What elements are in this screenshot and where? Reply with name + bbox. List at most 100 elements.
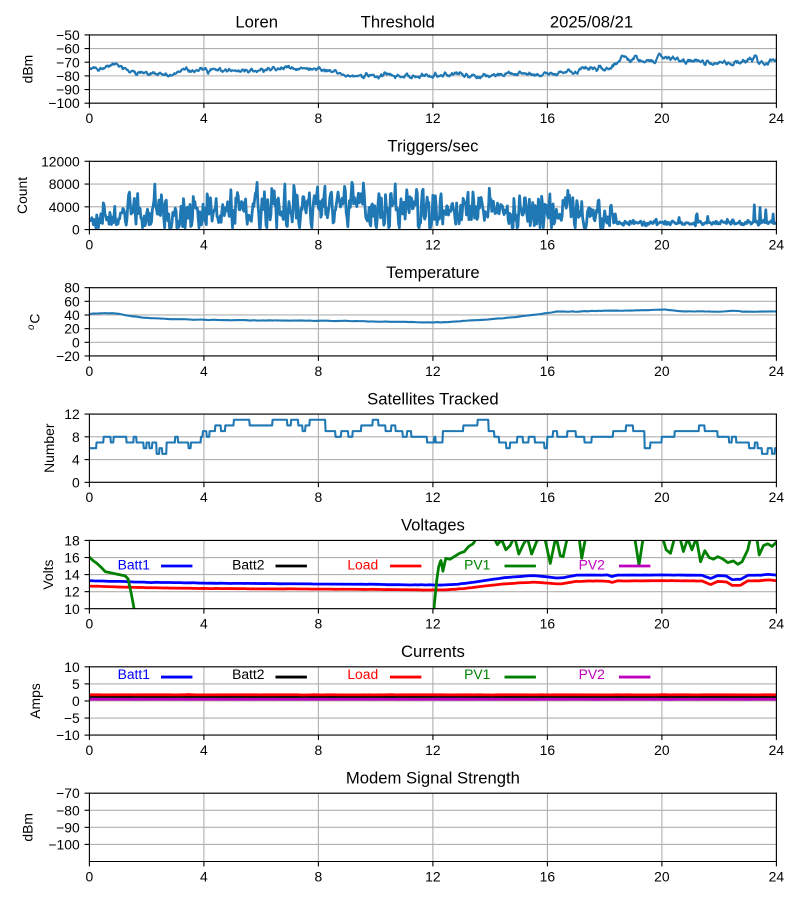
- svg-text:20: 20: [654, 363, 670, 379]
- svg-text:Batt1: Batt1: [118, 666, 151, 682]
- svg-text:−90: −90: [56, 819, 80, 835]
- svg-text:PV2: PV2: [579, 557, 606, 573]
- svg-text:PV1: PV1: [464, 666, 491, 682]
- svg-text:24: 24: [769, 110, 785, 126]
- svg-text:24: 24: [769, 489, 785, 505]
- svg-text:0: 0: [86, 616, 94, 632]
- svg-text:4: 4: [200, 742, 208, 758]
- svg-text:2025/08/21: 2025/08/21: [550, 12, 633, 31]
- svg-text:−80: −80: [56, 68, 80, 84]
- svg-text:40: 40: [64, 307, 80, 323]
- svg-text:0: 0: [72, 334, 80, 350]
- svg-text:12: 12: [64, 584, 80, 600]
- svg-text:Modem Signal Strength: Modem Signal Strength: [346, 768, 520, 787]
- svg-text:12: 12: [425, 868, 441, 884]
- svg-text:Load: Load: [347, 557, 378, 573]
- svg-text:5: 5: [72, 676, 80, 692]
- svg-text:−70: −70: [56, 54, 80, 70]
- svg-text:−80: −80: [56, 802, 80, 818]
- svg-text:24: 24: [769, 868, 785, 884]
- svg-text:16: 16: [540, 868, 556, 884]
- svg-text:8: 8: [315, 742, 323, 758]
- svg-text:8: 8: [315, 489, 323, 505]
- svg-text:dBm: dBm: [19, 55, 35, 84]
- svg-text:18: 18: [64, 532, 80, 548]
- svg-text:12: 12: [425, 236, 441, 252]
- svg-text:0: 0: [86, 489, 94, 505]
- svg-text:24: 24: [769, 236, 785, 252]
- svg-text:Loren: Loren: [235, 12, 278, 31]
- svg-text:−50: −50: [56, 27, 80, 43]
- svg-text:12: 12: [64, 406, 80, 422]
- svg-text:20: 20: [64, 321, 80, 337]
- svg-text:Load: Load: [347, 666, 378, 682]
- svg-text:Threshold: Threshold: [361, 12, 435, 31]
- svg-text:Batt1: Batt1: [118, 557, 151, 573]
- svg-text:8: 8: [315, 868, 323, 884]
- svg-text:Count: Count: [14, 177, 30, 214]
- svg-text:Number: Number: [41, 423, 57, 473]
- svg-text:20: 20: [654, 489, 670, 505]
- svg-text:Currents: Currents: [401, 642, 465, 661]
- svg-text:−20: −20: [56, 348, 80, 364]
- svg-text:−70: −70: [56, 785, 80, 801]
- svg-text:4: 4: [200, 363, 208, 379]
- svg-text:4: 4: [200, 110, 208, 126]
- svg-text:8: 8: [315, 110, 323, 126]
- svg-text:8: 8: [72, 429, 80, 445]
- svg-text:0: 0: [72, 693, 80, 709]
- svg-text:20: 20: [654, 110, 670, 126]
- svg-text:12000: 12000: [41, 153, 80, 169]
- svg-text:4: 4: [200, 868, 208, 884]
- svg-text:4: 4: [200, 489, 208, 505]
- svg-text:14: 14: [64, 567, 80, 583]
- svg-text:0: 0: [86, 742, 94, 758]
- svg-text:Batt2: Batt2: [232, 557, 265, 573]
- svg-text:Voltages: Voltages: [401, 516, 465, 535]
- svg-text:Amps: Amps: [27, 683, 43, 719]
- svg-text:8: 8: [315, 363, 323, 379]
- svg-text:0: 0: [72, 222, 80, 238]
- svg-text:10: 10: [64, 659, 80, 675]
- svg-text:4000: 4000: [49, 199, 80, 215]
- svg-text:Temperature: Temperature: [386, 263, 480, 282]
- svg-text:−90: −90: [56, 82, 80, 98]
- svg-text:−100: −100: [48, 95, 80, 111]
- svg-text:Volts: Volts: [40, 559, 56, 589]
- svg-text:0: 0: [86, 363, 94, 379]
- svg-text:0: 0: [86, 110, 94, 126]
- svg-text:16: 16: [64, 550, 80, 566]
- svg-text:12: 12: [425, 489, 441, 505]
- svg-text:0: 0: [72, 474, 80, 490]
- svg-text:16: 16: [540, 489, 556, 505]
- svg-text:80: 80: [64, 280, 80, 296]
- svg-text:20: 20: [654, 868, 670, 884]
- svg-text:Triggers/sec: Triggers/sec: [387, 137, 478, 156]
- svg-text:PV2: PV2: [579, 666, 606, 682]
- svg-text:4: 4: [200, 616, 208, 632]
- svg-text:12: 12: [425, 616, 441, 632]
- svg-text:12: 12: [425, 363, 441, 379]
- svg-text:8000: 8000: [49, 176, 80, 192]
- svg-text:20: 20: [654, 742, 670, 758]
- svg-text:8: 8: [315, 236, 323, 252]
- svg-text:Batt2: Batt2: [232, 666, 265, 682]
- svg-text:o C: o C: [14, 314, 42, 330]
- svg-text:12: 12: [425, 742, 441, 758]
- svg-text:16: 16: [540, 110, 556, 126]
- svg-text:10: 10: [64, 601, 80, 617]
- svg-text:−60: −60: [56, 41, 80, 57]
- svg-text:PV1: PV1: [464, 557, 491, 573]
- svg-text:20: 20: [654, 616, 670, 632]
- svg-text:−5: −5: [64, 710, 80, 726]
- svg-text:16: 16: [540, 236, 556, 252]
- svg-text:60: 60: [64, 293, 80, 309]
- svg-text:16: 16: [540, 742, 556, 758]
- svg-text:16: 16: [540, 363, 556, 379]
- svg-text:24: 24: [769, 616, 785, 632]
- svg-text:24: 24: [769, 363, 785, 379]
- svg-text:24: 24: [769, 742, 785, 758]
- svg-text:4: 4: [200, 236, 208, 252]
- svg-text:dBm: dBm: [19, 813, 35, 842]
- svg-text:20: 20: [654, 236, 670, 252]
